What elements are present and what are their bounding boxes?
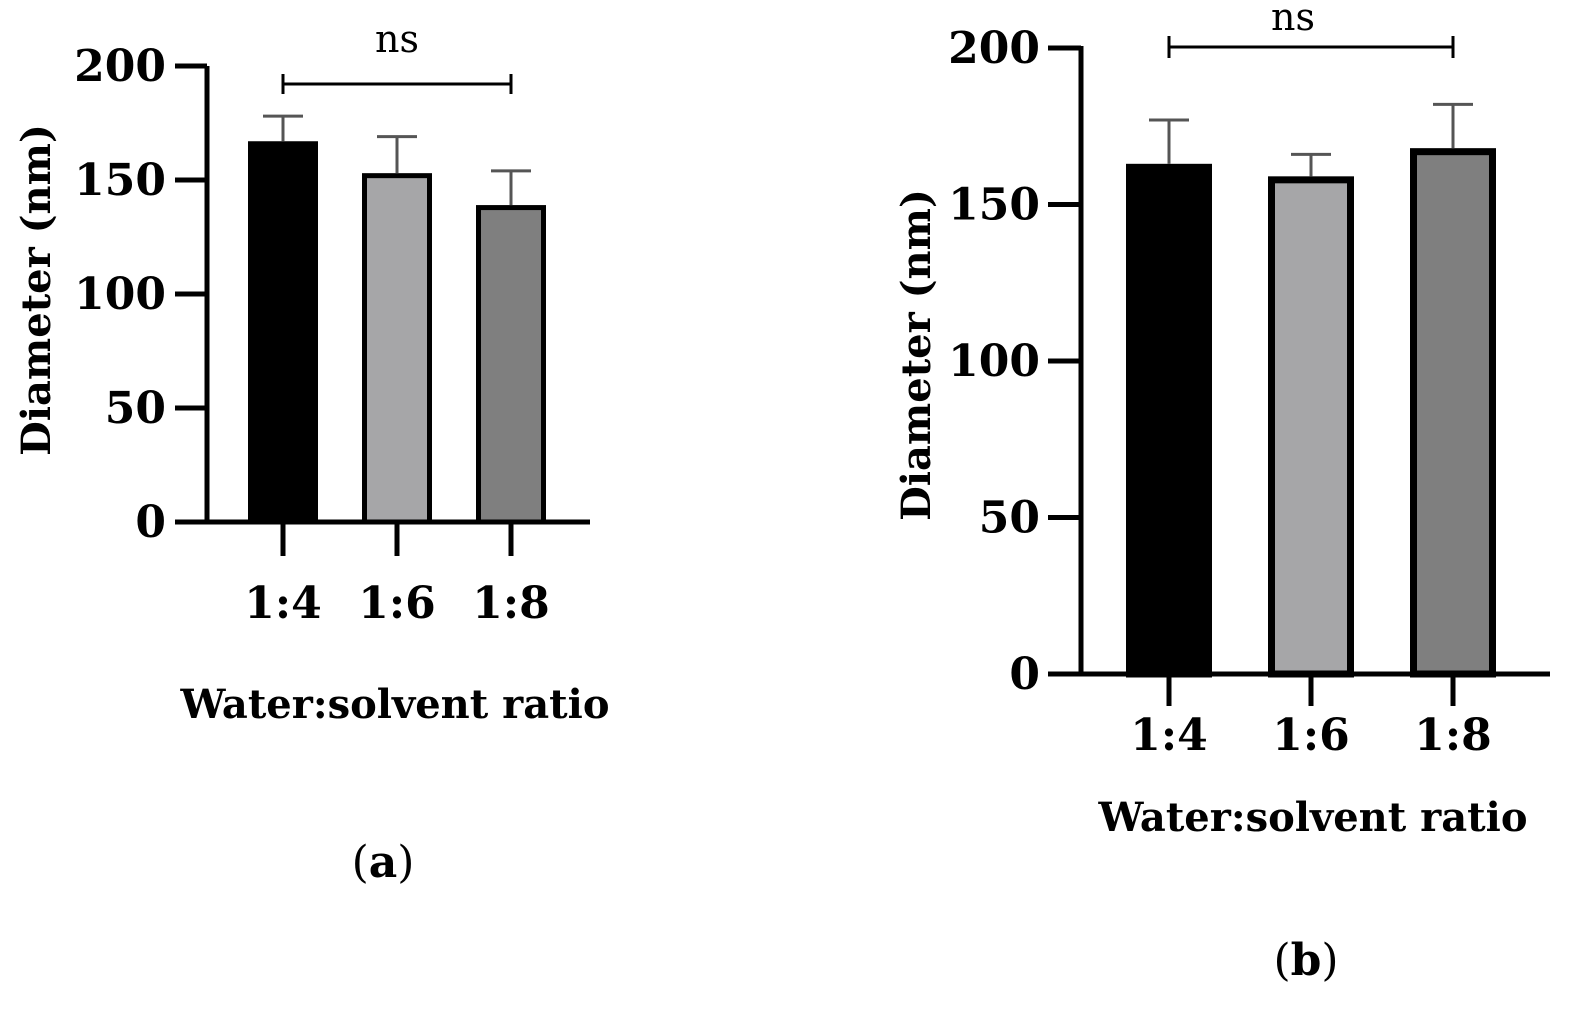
x-tick-label: 1:6	[1272, 710, 1349, 761]
significance-bracket	[281, 74, 513, 94]
y-axis-label: Diameter (nm)	[893, 189, 940, 521]
y-tick-label: 150	[74, 155, 166, 206]
x-tick-label: 1:8	[1414, 710, 1491, 761]
y-tick-label: 0	[135, 497, 166, 548]
panel-label: (a)	[352, 837, 415, 888]
bar-group	[1126, 148, 1496, 678]
panel-label: (b)	[1273, 935, 1338, 986]
bar-1-4	[248, 141, 318, 525]
bar-1-4	[1126, 163, 1212, 678]
significance-label: ns	[1271, 0, 1315, 39]
y-tick-label: 100	[74, 269, 166, 320]
bar-1-8	[1410, 148, 1496, 678]
x-axis-label: Water:solvent ratio	[179, 681, 609, 728]
x-tick-label: 1:8	[472, 578, 549, 629]
significance-bracket	[1167, 36, 1455, 58]
y-tick-group: 0 50 100 150 200	[948, 23, 1081, 700]
y-tick-label: 150	[948, 180, 1040, 231]
x-tick-group: 1:4 1:6 1:8	[1130, 676, 1492, 761]
y-tick-group: 0 50 100 150 200	[74, 41, 207, 548]
bar-group	[248, 141, 546, 525]
error-bar-group	[263, 114, 531, 206]
bar-1-6	[1268, 176, 1354, 678]
error-bar-group	[1149, 102, 1473, 177]
x-tick-label: 1:4	[1130, 710, 1207, 761]
y-tick-label: 0	[1009, 649, 1040, 700]
bar-1-8	[476, 205, 546, 525]
y-tick-label: 200	[74, 41, 166, 92]
significance-label: ns	[375, 17, 419, 61]
y-tick-label: 200	[948, 23, 1040, 74]
y-tick-label: 50	[979, 493, 1040, 544]
y-tick-label: 100	[948, 336, 1040, 387]
bar-1-6	[362, 173, 432, 525]
y-axis-label: Diameter (nm)	[13, 124, 60, 456]
x-tick-group: 1:4 1:6 1:8	[244, 524, 550, 629]
x-axis-label: Water:solvent ratio	[1097, 794, 1527, 841]
x-tick-label: 1:6	[358, 578, 435, 629]
y-tick-label: 50	[105, 383, 166, 434]
x-tick-label: 1:4	[244, 578, 321, 629]
